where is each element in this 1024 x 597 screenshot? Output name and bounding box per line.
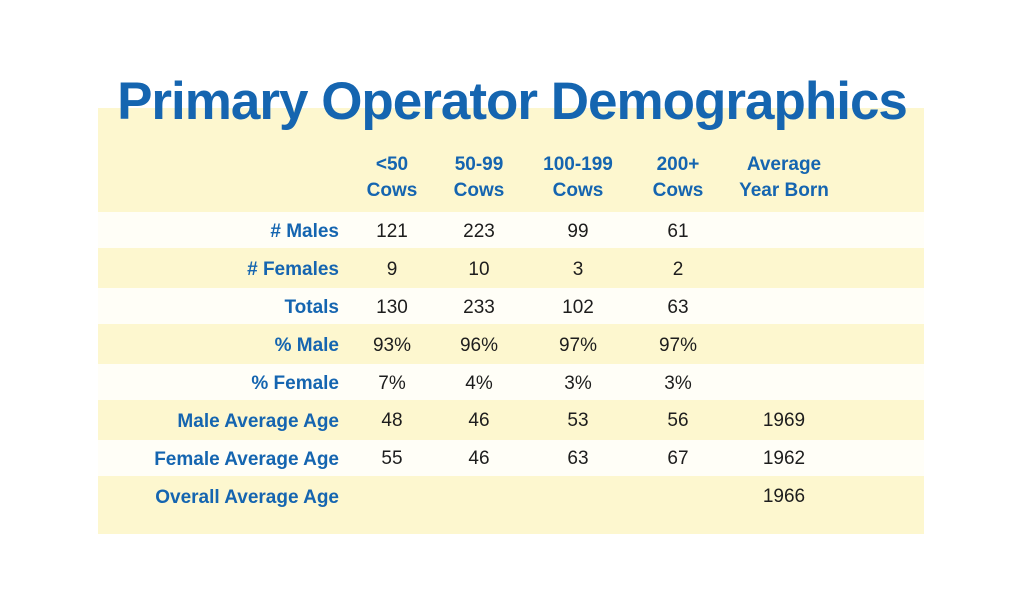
table-cell: 10 — [468, 259, 490, 280]
column-header-line1: Average — [746, 154, 822, 175]
row-label: Female Average Age — [154, 449, 339, 470]
table-cell: 1962 — [762, 448, 806, 469]
table-cell: 2 — [672, 259, 684, 280]
table-cell: 97% — [558, 335, 598, 356]
table-cell: 93% — [372, 335, 412, 356]
table-cell: 3% — [564, 373, 592, 394]
table-cell: 3 — [572, 259, 584, 280]
row-label: # Females — [247, 259, 339, 280]
row-band — [98, 440, 924, 476]
table-cell: 130 — [376, 297, 408, 318]
column-header-line1: <50 — [375, 154, 409, 175]
table-cell: 97% — [658, 335, 698, 356]
column-header: 100-199 Cows — [523, 152, 633, 204]
table-cell: 46 — [468, 448, 490, 469]
row-label: # Males — [270, 221, 339, 242]
table-cell: 7% — [378, 373, 406, 394]
row-band — [98, 212, 924, 248]
column-header: 50-99 Cows — [424, 152, 534, 204]
table-cell: 233 — [463, 297, 495, 318]
table-cell: 46 — [468, 410, 490, 431]
table-cell: 63 — [567, 448, 589, 469]
column-header-line2: Cows — [366, 180, 418, 201]
table-cell: 223 — [463, 221, 495, 242]
table-cell: 53 — [567, 410, 589, 431]
column-header: <50 Cows — [337, 152, 447, 204]
table-cell: 48 — [381, 410, 403, 431]
table-cell: 4% — [465, 373, 493, 394]
row-label: % Male — [274, 335, 339, 356]
table-cell: 9 — [386, 259, 398, 280]
column-header-line2: Cows — [453, 180, 505, 201]
table-cell: 121 — [376, 221, 408, 242]
table-cell: 99 — [567, 221, 589, 242]
table-cell: 55 — [381, 448, 403, 469]
column-header-line2: Cows — [652, 180, 704, 201]
column-header-line1: 200+ — [656, 154, 700, 175]
column-header: Average Year Born — [724, 152, 844, 204]
column-header-line2: Year Born — [739, 180, 829, 201]
row-band — [98, 364, 924, 400]
table-cell: 3% — [664, 373, 692, 394]
page-title: Primary Operator Demographics — [117, 72, 908, 131]
table-cell: 96% — [459, 335, 499, 356]
row-label: Male Average Age — [177, 411, 339, 432]
table-cell: 102 — [562, 297, 594, 318]
column-header: 200+ Cows — [623, 152, 733, 204]
column-header-line2: Cows — [552, 180, 604, 201]
row-band — [98, 288, 924, 324]
table-cell: 1966 — [762, 486, 806, 507]
table-cell: 1969 — [762, 410, 806, 431]
row-label: Totals — [284, 297, 339, 318]
table-cell: 56 — [667, 410, 689, 431]
row-label: % Female — [251, 373, 339, 394]
column-header-line1: 100-199 — [543, 154, 613, 175]
table-cell: 63 — [667, 297, 689, 318]
column-header-line1: 50-99 — [454, 154, 504, 175]
table-cell: 67 — [667, 448, 689, 469]
table-cell: 61 — [667, 221, 689, 242]
row-label: Overall Average Age — [155, 487, 339, 508]
